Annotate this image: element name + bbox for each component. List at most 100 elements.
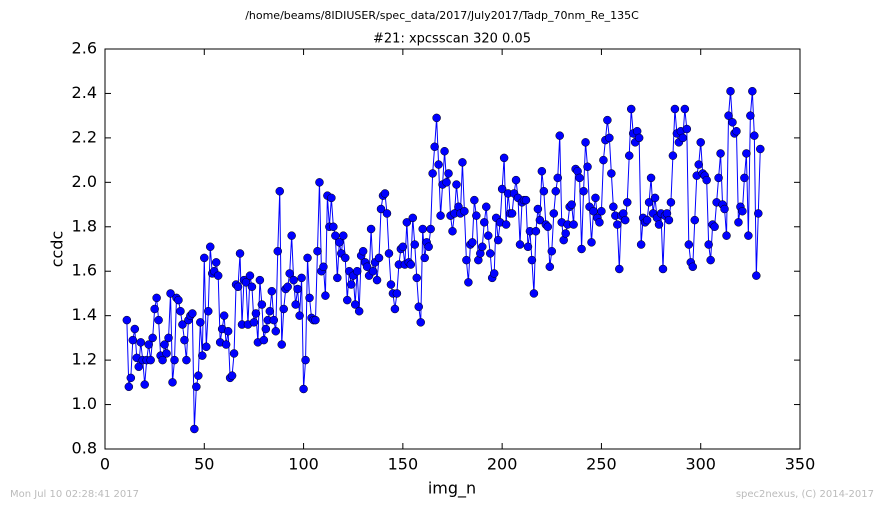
data-point: [267, 286, 277, 296]
data-point: [527, 255, 537, 265]
data-point: [204, 306, 213, 316]
data-point: [249, 318, 259, 327]
x-tick-label: 250: [586, 455, 617, 474]
data-point: [362, 262, 372, 272]
data-point: [194, 371, 203, 380]
x-tick-label: 350: [785, 455, 816, 474]
data-point: [493, 235, 503, 245]
data-point: [229, 349, 239, 358]
data-point: [642, 215, 652, 225]
data-point: [200, 253, 209, 263]
data-point: [414, 302, 423, 312]
y-axis-label: ccdc: [48, 231, 67, 268]
y-tick-label: 1.2: [72, 350, 97, 369]
data-point: [499, 153, 509, 163]
data-point: [408, 213, 418, 223]
data-point: [366, 224, 376, 234]
y-tick-label: 2.2: [72, 127, 97, 146]
data-point: [740, 173, 749, 183]
data-point: [485, 249, 495, 258]
data-point: [380, 189, 390, 198]
data-point: [265, 306, 275, 316]
data-point: [136, 338, 145, 347]
data-point: [746, 111, 755, 120]
data-point: [680, 104, 690, 114]
data-point: [261, 324, 271, 334]
data-point: [581, 138, 590, 147]
data-point: [190, 424, 199, 434]
data-point: [152, 293, 161, 303]
chart-title: /home/beams/8IDIUSER/spec_data/2017/July…: [245, 9, 639, 22]
data-point: [752, 271, 761, 280]
data-point: [710, 222, 719, 232]
data-point: [569, 220, 578, 229]
data-point: [668, 151, 678, 160]
data-point: [583, 162, 592, 172]
data-point: [289, 275, 298, 285]
data-point: [313, 246, 322, 256]
data-point: [440, 146, 449, 156]
data-point: [523, 242, 533, 252]
data-point: [335, 238, 344, 247]
data-point: [241, 278, 251, 287]
data-point: [382, 209, 392, 218]
data-point: [555, 131, 564, 140]
data-point: [122, 315, 132, 325]
data-point: [468, 238, 477, 247]
data-point: [654, 220, 664, 229]
data-point: [386, 280, 396, 289]
data-point: [176, 306, 185, 316]
data-point: [728, 118, 737, 127]
data-point: [666, 198, 676, 207]
data-point: [406, 260, 416, 269]
data-point: [702, 175, 711, 185]
data-point: [160, 340, 169, 349]
data-point: [144, 340, 153, 349]
data-point: [301, 355, 310, 365]
data-point: [146, 355, 155, 365]
data-point: [257, 300, 267, 309]
data-point: [646, 173, 656, 183]
data-point: [283, 282, 292, 292]
x-tick-label: 100: [288, 455, 319, 474]
data-point: [644, 198, 654, 207]
data-point: [684, 240, 694, 249]
data-point: [478, 242, 487, 252]
data-point: [343, 295, 352, 305]
data-point: [613, 220, 622, 229]
data-point: [549, 209, 559, 218]
data-point: [507, 209, 517, 218]
data-point: [694, 160, 703, 169]
data-point: [424, 242, 433, 252]
data-point: [472, 211, 481, 220]
data-point: [515, 240, 525, 249]
data-point: [196, 318, 205, 327]
data-point: [714, 173, 723, 183]
data-point: [670, 104, 680, 114]
data-point: [295, 311, 304, 320]
data-point: [384, 249, 394, 258]
data-point: [339, 231, 348, 240]
data-point: [537, 166, 547, 176]
x-tick-label: 0: [100, 455, 110, 474]
data-point: [553, 173, 562, 183]
data-point: [595, 218, 604, 227]
data-point: [219, 311, 229, 320]
data-point: [130, 324, 140, 334]
data-point: [756, 144, 765, 154]
data-point: [734, 218, 743, 227]
data-point: [211, 258, 221, 267]
footer-right: spec2nexus, (C) 2014-2017: [736, 489, 874, 500]
data-point: [748, 86, 757, 96]
data-point: [174, 295, 183, 305]
data-point: [497, 184, 507, 194]
data-point: [235, 249, 245, 258]
y-tick-label: 2.4: [72, 83, 97, 102]
data-point: [154, 315, 163, 325]
data-point: [430, 142, 439, 152]
data-point: [182, 355, 191, 365]
data-point: [221, 340, 231, 349]
data-point: [148, 333, 157, 343]
data-point: [470, 195, 479, 205]
